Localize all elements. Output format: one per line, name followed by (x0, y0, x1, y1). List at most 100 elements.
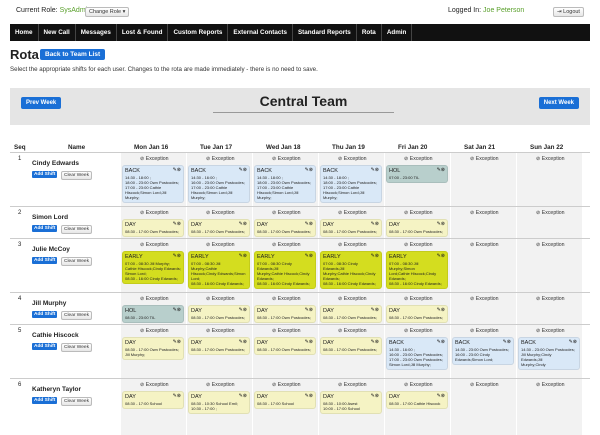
edit-delete-icons[interactable]: ✎⊗ (370, 221, 379, 227)
shift-block[interactable]: DAY ✎⊗ 08:30 - 17:00 Own Postcodes; (188, 337, 250, 355)
edit-delete-icons[interactable]: ✎⊗ (304, 339, 313, 345)
add-shift-button[interactable]: Add Shift (32, 171, 58, 178)
back-to-team-list-button[interactable]: Back to Team List (40, 49, 106, 60)
exception-button[interactable]: ⊘ Exception (338, 296, 367, 302)
exception-button[interactable]: ⊘ Exception (404, 382, 433, 388)
exception-button[interactable]: ⊘ Exception (536, 156, 565, 162)
exception-button[interactable]: ⊘ Exception (404, 156, 433, 162)
shift-block[interactable]: BACK ✎⊗ 14:30 - 23:00 Own Postcodes; Jill M… (518, 337, 580, 370)
exception-button[interactable]: ⊘ Exception (140, 242, 169, 248)
nav-item-home[interactable]: Home (10, 24, 39, 41)
exception-button[interactable]: ⊘ Exception (206, 328, 235, 334)
edit-delete-icons[interactable]: ✎⊗ (172, 339, 181, 345)
exception-button[interactable]: ⊘ Exception (536, 382, 565, 388)
exception-button[interactable]: ⊘ Exception (272, 242, 301, 248)
shift-block[interactable]: DAY ✎⊗ 08:30 - 10:00 Asest 10:00 - 17:00 Sc… (320, 391, 382, 414)
exception-button[interactable]: ⊘ Exception (140, 210, 169, 216)
nav-item-new-call[interactable]: New Call (39, 24, 76, 41)
shift-block[interactable]: HOL ✎⊗ 08:30 - 23:00 TIL (122, 305, 184, 323)
shift-block[interactable]: BACK ✎⊗ 14:30 - 18:00 ; 18:00 - 23:00 Own P… (254, 165, 316, 203)
exception-button[interactable]: ⊘ Exception (272, 328, 301, 334)
shift-block[interactable]: DAY ✎⊗ 08:30 - 17:00 Own Postcodes; (386, 219, 448, 237)
shift-block[interactable]: DAY ✎⊗ 08:30 - 17:00 Own Postcodes; (386, 305, 448, 323)
exception-button[interactable]: ⊘ Exception (338, 156, 367, 162)
exception-button[interactable]: ⊘ Exception (338, 328, 367, 334)
exception-button[interactable]: ⊘ Exception (404, 296, 433, 302)
clear-week-button[interactable]: Clear Week (61, 171, 92, 180)
add-shift-button[interactable]: Add Shift (32, 311, 58, 318)
edit-delete-icons[interactable]: ✎⊗ (304, 393, 313, 399)
clear-week-button[interactable]: Clear Week (61, 343, 92, 352)
add-shift-button[interactable]: Add Shift (32, 225, 58, 232)
exception-button[interactable]: ⊘ Exception (470, 210, 499, 216)
exception-button[interactable]: ⊘ Exception (206, 382, 235, 388)
shift-block[interactable]: DAY ✎⊗ 08:30 - 17:00 Own Postcodes; (320, 219, 382, 237)
edit-delete-icons[interactable]: ✎⊗ (436, 221, 445, 227)
edit-delete-icons[interactable]: ✎⊗ (502, 339, 511, 345)
edit-delete-icons[interactable]: ✎⊗ (370, 253, 379, 259)
exception-button[interactable]: ⊘ Exception (338, 242, 367, 248)
edit-delete-icons[interactable]: ✎⊗ (436, 339, 445, 345)
shift-block[interactable]: EARLY ✎⊗ 07:00 - 08:30 Jill Murphy;Cathie H… (188, 251, 250, 289)
nav-item-messages[interactable]: Messages (76, 24, 117, 41)
logout-button[interactable]: ⇥ Logout (553, 7, 584, 17)
edit-delete-icons[interactable]: ✎⊗ (370, 167, 379, 173)
exception-button[interactable]: ⊘ Exception (272, 296, 301, 302)
edit-delete-icons[interactable]: ✎⊗ (172, 307, 181, 313)
edit-delete-icons[interactable]: ✎⊗ (238, 393, 247, 399)
edit-delete-icons[interactable]: ✎⊗ (172, 221, 181, 227)
nav-item-standard-reports[interactable]: Standard Reports (293, 24, 357, 41)
edit-delete-icons[interactable]: ✎⊗ (436, 253, 445, 259)
nav-item-rota[interactable]: Rota (357, 24, 382, 41)
exception-button[interactable]: ⊘ Exception (272, 382, 301, 388)
clear-week-button[interactable]: Clear Week (61, 257, 92, 266)
exception-button[interactable]: ⊘ Exception (470, 156, 499, 162)
exception-button[interactable]: ⊘ Exception (140, 328, 169, 334)
edit-delete-icons[interactable]: ✎⊗ (238, 339, 247, 345)
edit-delete-icons[interactable]: ✎⊗ (304, 221, 313, 227)
nav-item-lost-found[interactable]: Lost & Found (117, 24, 169, 41)
exception-button[interactable]: ⊘ Exception (338, 210, 367, 216)
shift-block[interactable]: DAY ✎⊗ 08:30 - 17:00 Own Postcodes; (188, 219, 250, 237)
exception-button[interactable]: ⊘ Exception (206, 156, 235, 162)
exception-button[interactable]: ⊘ Exception (470, 242, 499, 248)
exception-button[interactable]: ⊘ Exception (404, 242, 433, 248)
exception-button[interactable]: ⊘ Exception (536, 296, 565, 302)
nav-item-admin[interactable]: Admin (382, 24, 413, 41)
shift-block[interactable]: BACK ✎⊗ 14:30 - 18:00 ; 18:00 - 23:00 Own P… (122, 165, 184, 203)
shift-block[interactable]: BACK ✎⊗ 14:30 - 23:00 Own Postcodes; 16:00 … (452, 337, 514, 365)
exception-button[interactable]: ⊘ Exception (272, 156, 301, 162)
shift-block[interactable]: DAY ✎⊗ 08:30 - 17:00 Cathie Hiscock (386, 391, 448, 409)
change-role-button[interactable]: Change Role ▾ (85, 7, 130, 17)
shift-block[interactable]: BACK ✎⊗ 14:30 - 16:00 ; 16:00 - 23:00 Own P… (188, 165, 250, 203)
clear-week-button[interactable]: Clear Week (61, 225, 92, 234)
edit-delete-icons[interactable]: ✎⊗ (238, 167, 247, 173)
exception-button[interactable]: ⊘ Exception (404, 328, 433, 334)
shift-block[interactable]: DAY ✎⊗ 08:30 - 17:00 Own Postcodes; Jill Mu… (122, 337, 184, 360)
edit-delete-icons[interactable]: ✎⊗ (304, 167, 313, 173)
shift-block[interactable]: EARLY ✎⊗ 07:00 - 08:30 Jill Murphy; Cathie … (122, 251, 184, 284)
edit-delete-icons[interactable]: ✎⊗ (304, 253, 313, 259)
shift-block[interactable]: DAY ✎⊗ 08:30 - 17:00 Own Postcodes; (254, 219, 316, 237)
exception-button[interactable]: ⊘ Exception (206, 296, 235, 302)
shift-block[interactable]: DAY ✎⊗ 08:30 - 17:00 Own Postcodes; (254, 337, 316, 355)
add-shift-button[interactable]: Add Shift (32, 257, 58, 264)
exception-button[interactable]: ⊘ Exception (140, 382, 169, 388)
add-shift-button[interactable]: Add Shift (32, 343, 58, 350)
clear-week-button[interactable]: Clear Week (61, 311, 92, 320)
add-shift-button[interactable]: Add Shift (32, 397, 58, 404)
edit-delete-icons[interactable]: ✎⊗ (370, 339, 379, 345)
next-week-button[interactable]: Next Week (538, 97, 579, 109)
edit-delete-icons[interactable]: ✎⊗ (172, 253, 181, 259)
exception-button[interactable]: ⊘ Exception (536, 328, 565, 334)
shift-block[interactable]: DAY ✎⊗ 08:30 - 17:00 Own Postcodes; (122, 219, 184, 237)
shift-block[interactable]: EARLY ✎⊗ 07:00 - 08:30 Jill Murphy;Simon Lo… (386, 251, 448, 289)
edit-delete-icons[interactable]: ✎⊗ (436, 167, 445, 173)
exception-button[interactable]: ⊘ Exception (470, 328, 499, 334)
edit-delete-icons[interactable]: ✎⊗ (436, 307, 445, 313)
prev-week-button[interactable]: Prev Week (21, 97, 62, 109)
exception-button[interactable]: ⊘ Exception (536, 210, 565, 216)
shift-block[interactable]: DAY ✎⊗ 08:30 - 17:00 Own Postcodes; (188, 305, 250, 323)
edit-delete-icons[interactable]: ✎⊗ (238, 221, 247, 227)
exception-button[interactable]: ⊘ Exception (536, 242, 565, 248)
